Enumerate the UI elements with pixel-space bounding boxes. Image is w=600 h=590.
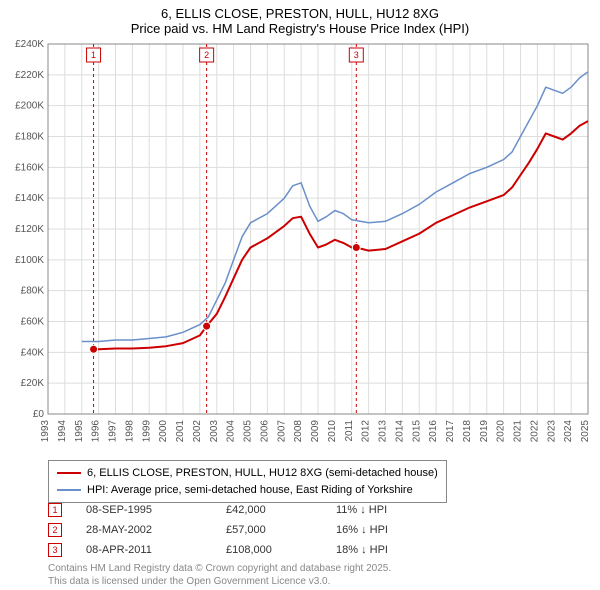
svg-text:2018: 2018 [462, 420, 473, 443]
svg-text:2021: 2021 [513, 420, 524, 443]
svg-text:3: 3 [354, 50, 359, 60]
svg-text:£0: £0 [33, 409, 45, 420]
marker-hpi: 11% ↓ HPI [336, 504, 387, 516]
marker-badge: 3 [48, 543, 62, 557]
svg-text:2003: 2003 [209, 420, 220, 443]
svg-text:1996: 1996 [91, 420, 102, 443]
footer-line2: This data is licensed under the Open Gov… [48, 575, 391, 588]
svg-text:2025: 2025 [580, 420, 591, 443]
svg-text:2023: 2023 [546, 420, 557, 443]
svg-text:2024: 2024 [563, 420, 574, 443]
footer: Contains HM Land Registry data © Crown c… [48, 562, 391, 588]
svg-text:2002: 2002 [192, 420, 203, 443]
svg-text:£140K: £140K [15, 193, 44, 204]
svg-text:1994: 1994 [57, 420, 68, 443]
svg-text:2011: 2011 [344, 420, 355, 442]
title-subtitle: Price paid vs. HM Land Registry's House … [0, 21, 600, 36]
legend-swatch [57, 489, 81, 491]
marker-date: 08-SEP-1995 [86, 504, 226, 516]
svg-text:£200K: £200K [15, 101, 44, 112]
marker-row: 2 28-MAY-2002£57,00016% ↓ HPI [48, 520, 388, 540]
svg-text:2001: 2001 [175, 420, 186, 443]
svg-text:2012: 2012 [361, 420, 372, 443]
legend-swatch [57, 472, 81, 474]
svg-text:£60K: £60K [21, 317, 45, 328]
legend-label: HPI: Average price, semi-detached house,… [87, 482, 413, 499]
legend-label: 6, ELLIS CLOSE, PRESTON, HULL, HU12 8XG … [87, 465, 438, 482]
chart-container: 6, ELLIS CLOSE, PRESTON, HULL, HU12 8XG … [0, 0, 600, 590]
svg-text:1: 1 [91, 50, 96, 60]
svg-text:2: 2 [204, 50, 209, 60]
svg-text:1999: 1999 [141, 420, 152, 443]
svg-text:1997: 1997 [108, 420, 119, 443]
svg-text:2000: 2000 [158, 420, 169, 443]
svg-text:2015: 2015 [411, 420, 422, 443]
svg-text:1993: 1993 [40, 420, 51, 443]
marker-date: 28-MAY-2002 [86, 524, 226, 536]
marker-hpi: 16% ↓ HPI [336, 524, 388, 536]
legend-row: HPI: Average price, semi-detached house,… [57, 482, 438, 499]
svg-text:£40K: £40K [21, 347, 45, 358]
marker-hpi: 18% ↓ HPI [336, 544, 388, 556]
svg-text:2014: 2014 [394, 420, 405, 443]
svg-text:£120K: £120K [15, 224, 44, 235]
svg-text:2008: 2008 [293, 420, 304, 443]
title-block: 6, ELLIS CLOSE, PRESTON, HULL, HU12 8XG … [0, 0, 600, 38]
svg-text:£160K: £160K [15, 162, 44, 173]
marker-row: 1 08-SEP-1995£42,00011% ↓ HPI [48, 500, 388, 520]
svg-text:2019: 2019 [479, 420, 490, 443]
svg-text:2017: 2017 [445, 420, 456, 443]
svg-text:2006: 2006 [259, 420, 270, 443]
svg-text:2022: 2022 [529, 420, 540, 443]
footer-line1: Contains HM Land Registry data © Crown c… [48, 562, 391, 575]
marker-row: 3 08-APR-2011£108,00018% ↓ HPI [48, 540, 388, 560]
svg-text:£240K: £240K [15, 39, 44, 50]
svg-text:2013: 2013 [378, 420, 389, 443]
svg-text:2010: 2010 [327, 420, 338, 443]
chart-area: £0 £20K £40K £60K £80K £100K £120K £140K £160K £1… [0, 38, 600, 453]
svg-text:£80K: £80K [21, 286, 45, 297]
marker-badge: 1 [48, 503, 62, 517]
svg-text:£100K: £100K [15, 255, 44, 266]
svg-text:1995: 1995 [74, 420, 85, 443]
svg-text:£220K: £220K [15, 70, 44, 81]
marker-badge: 2 [48, 523, 62, 537]
marker-price: £108,000 [226, 544, 336, 556]
marker-price: £42,000 [226, 504, 336, 516]
marker-date: 08-APR-2011 [86, 544, 226, 556]
svg-text:2005: 2005 [243, 420, 254, 443]
svg-text:1998: 1998 [124, 420, 135, 443]
marker-table: 1 08-SEP-1995£42,00011% ↓ HPI 2 28-MAY-2002… [48, 500, 388, 560]
svg-text:2009: 2009 [310, 420, 321, 443]
marker-price: £57,000 [226, 524, 336, 536]
chart-svg: £0 £20K £40K £60K £80K £100K £120K £140K £160K £1… [0, 38, 600, 453]
title-address: 6, ELLIS CLOSE, PRESTON, HULL, HU12 8XG [0, 6, 600, 21]
legend-row: 6, ELLIS CLOSE, PRESTON, HULL, HU12 8XG … [57, 465, 438, 482]
legend: 6, ELLIS CLOSE, PRESTON, HULL, HU12 8XG … [48, 460, 447, 503]
svg-text:2004: 2004 [226, 420, 237, 443]
svg-text:2020: 2020 [496, 420, 507, 443]
svg-text:2016: 2016 [428, 420, 439, 443]
svg-text:2007: 2007 [276, 420, 287, 443]
svg-text:£180K: £180K [15, 132, 44, 143]
svg-text:£20K: £20K [21, 378, 45, 389]
